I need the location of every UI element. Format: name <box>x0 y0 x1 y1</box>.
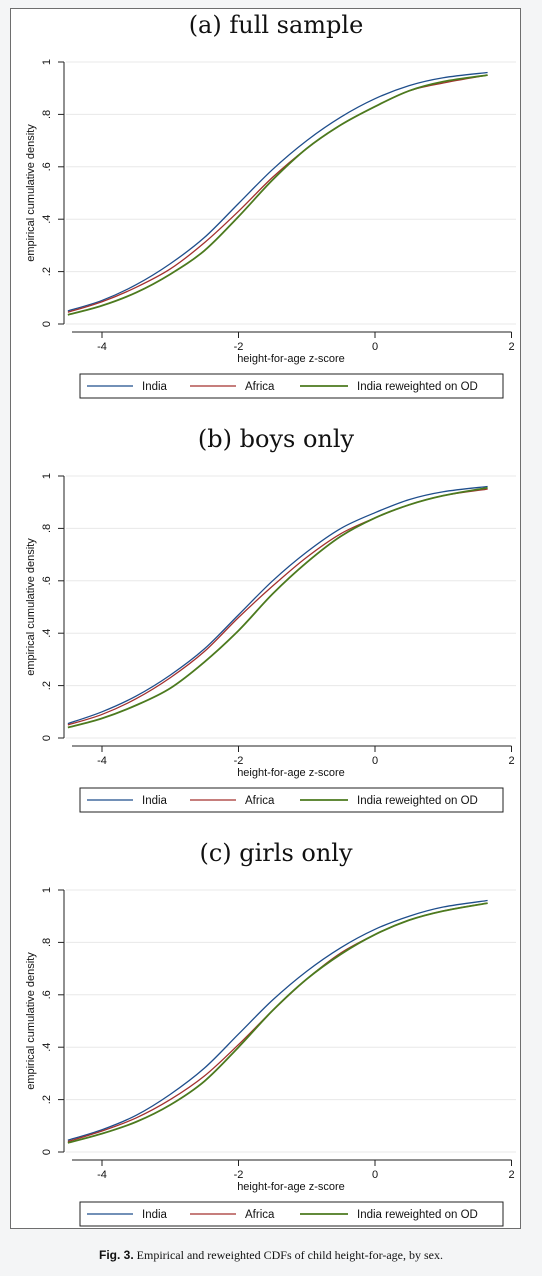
x-tick-label: -2 <box>234 1169 244 1181</box>
legend-box <box>79 1201 504 1227</box>
x-tick-label: -4 <box>97 341 107 353</box>
chart-title: (a) full sample <box>189 11 364 39</box>
y-tick-label: 0 <box>41 321 53 327</box>
chart-panel-1: (a) full sample 0 .2 .4 .6 .8 1 empirical cumul… <box>25 11 516 399</box>
y-tick-label: .2 <box>41 1095 53 1104</box>
legend-label: India <box>142 1209 168 1221</box>
legend-label: India reweighted on OD <box>357 381 478 393</box>
x-tick-label: -2 <box>234 755 244 767</box>
y-tick-label: .8 <box>41 524 53 533</box>
chart-title: (b) boys only <box>198 425 355 453</box>
series-line-2 <box>67 902 488 1143</box>
chart-panel-3: (c) girls only 0 .2 .4 .6 .8 1 empirical cumula… <box>25 839 516 1227</box>
x-axis-label: height-for-age z-score <box>237 353 345 365</box>
series-line-2 <box>67 74 488 313</box>
x-tick-label: 0 <box>372 755 378 767</box>
legend-label: Africa <box>245 381 275 393</box>
y-axis-label: empirical cumulative density <box>25 538 37 676</box>
x-tick-label: -4 <box>97 755 107 767</box>
x-tick-label: 2 <box>508 755 514 767</box>
chart-title: (c) girls only <box>199 839 353 867</box>
series-line-1 <box>67 485 488 725</box>
x-axis-label: height-for-age z-score <box>237 1181 345 1193</box>
x-tick-label: -4 <box>97 1169 107 1181</box>
x-tick-label: -2 <box>234 341 244 353</box>
caption-label: Fig. 3. <box>98 1248 134 1262</box>
y-axis-label: empirical cumulative density <box>25 124 37 262</box>
y-tick-label: 1 <box>41 473 53 479</box>
y-tick-label: .6 <box>41 990 53 999</box>
y-tick-label: .6 <box>41 576 53 585</box>
figure-caption: Fig. 3. Empirical and reweighted CDFs of… <box>0 1248 542 1263</box>
legend-label: India <box>142 381 168 393</box>
series-line-2 <box>67 488 488 726</box>
charts-svg: (a) full sample 0 .2 .4 .6 .8 1 empirical cumul… <box>25 11 516 1227</box>
figure-frame <box>10 8 521 1229</box>
y-tick-label: .4 <box>41 1043 53 1052</box>
legend-label: Africa <box>245 1209 275 1221</box>
legend-label: India reweighted on OD <box>357 795 478 807</box>
y-tick-label: 0 <box>41 735 53 741</box>
x-tick-label: 0 <box>372 341 378 353</box>
y-tick-label: .2 <box>41 267 53 276</box>
series-line-3 <box>67 74 488 316</box>
x-tick-label: 0 <box>372 1169 378 1181</box>
y-tick-label: 1 <box>41 59 53 65</box>
y-tick-label: .8 <box>41 938 53 947</box>
y-tick-label: 0 <box>41 1149 53 1155</box>
legend-label: Africa <box>245 795 275 807</box>
y-tick-label: .4 <box>41 629 53 638</box>
x-axis-label: height-for-age z-score <box>237 767 345 779</box>
series-line-3 <box>67 902 488 1144</box>
y-axis-label: empirical cumulative density <box>25 952 37 1090</box>
legend-box <box>79 787 504 813</box>
x-tick-label: 2 <box>508 1169 514 1181</box>
series-line-3 <box>67 486 488 729</box>
y-tick-label: .2 <box>41 681 53 690</box>
y-tick-label: 1 <box>41 887 53 893</box>
y-tick-label: .4 <box>41 215 53 224</box>
legend-box <box>79 373 504 399</box>
legend-label: India reweighted on OD <box>357 1209 478 1221</box>
series-line-1 <box>67 899 488 1141</box>
legend-label: India <box>142 795 168 807</box>
y-tick-label: .8 <box>41 110 53 119</box>
x-tick-label: 2 <box>508 341 514 353</box>
y-tick-label: .6 <box>41 162 53 171</box>
series-line-1 <box>67 71 488 312</box>
chart-panel-2: (b) boys only 0 .2 .4 .6 .8 1 empirical cumulat… <box>25 425 516 813</box>
caption-text: Empirical and reweighted CDFs of child h… <box>136 1248 443 1262</box>
